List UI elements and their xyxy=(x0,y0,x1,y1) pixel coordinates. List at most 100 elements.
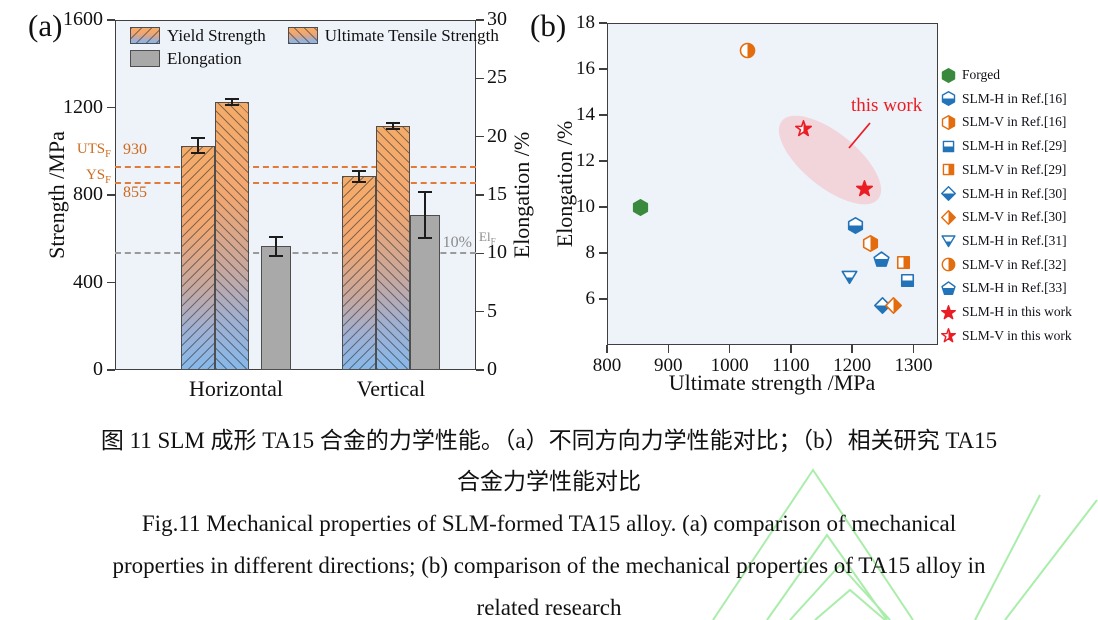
this-work-pointer-line xyxy=(848,122,871,149)
chart-b-y-axis-label: Elongation /% xyxy=(552,120,577,248)
scatter-point-slm-h-in-ref-16- xyxy=(847,216,864,234)
chart-b-y-tick-label: 6 xyxy=(585,288,596,309)
ysf-label: YSF xyxy=(85,167,111,186)
scatter-point-slm-v-in-ref-32- xyxy=(739,42,756,59)
chart-a-right-tick xyxy=(476,194,484,196)
chart-b-y-tick xyxy=(599,68,607,70)
chart-a-right-tick xyxy=(476,252,484,255)
bar-yield-strength xyxy=(181,145,215,370)
chart-a-reference-line xyxy=(115,252,476,255)
legend-item-5: SLM-H in Ref.[30] xyxy=(941,185,1067,203)
chart-a-category-label: Vertical xyxy=(356,376,426,401)
legend-marker-square-icon xyxy=(941,162,956,177)
scatter-point-slm-v-in-ref-16- xyxy=(862,235,879,253)
legend-marker-circle-icon xyxy=(941,257,956,272)
caption-zh-line2: 合金力学性能对比 xyxy=(457,469,641,494)
scatter-point-forged xyxy=(632,198,649,216)
bar-yield-strength xyxy=(342,176,376,370)
chart-b-y-tick-label: 14 xyxy=(576,104,595,125)
scatter-point-slm-v-in-ref-29- xyxy=(895,254,912,271)
chart-b-x-tick-label: 1100 xyxy=(772,355,810,376)
legend-label-elongation: Elongation xyxy=(167,49,242,68)
legend-item-10: SLM-H in this work xyxy=(941,303,1072,321)
error-bar-cap xyxy=(352,180,366,183)
legend-item-label: SLM-V in Ref.[29] xyxy=(962,161,1067,177)
chart-b-y-tick-label: 12 xyxy=(576,150,595,171)
error-bar-cap xyxy=(191,137,205,140)
chart-a-left-tick-label: 800 xyxy=(73,183,103,205)
legend-marker-square-icon xyxy=(941,139,956,154)
chart-b-y-tick xyxy=(599,206,607,208)
chart-b-x-tick-label: 900 xyxy=(654,355,683,376)
legend-item-8: SLM-V in Ref.[32] xyxy=(941,256,1066,274)
error-bar-cap xyxy=(352,169,366,172)
chart-a-right-tick-label: 15 xyxy=(487,183,507,205)
chart-a-right-tick-label: 10 xyxy=(487,241,507,264)
elf-label: ElF xyxy=(479,229,496,247)
chart-a-left-tick-label: 1200 xyxy=(63,95,103,118)
chart-a-left-tick-label: 400 xyxy=(73,270,103,293)
bar-ultimate-tensile-strength xyxy=(376,126,410,370)
legend-item-0: Forged xyxy=(941,66,1000,84)
scatter-point-slm-v-in-this-work xyxy=(794,120,812,137)
legend-label-yield-strength: Yield Strength xyxy=(167,26,266,45)
legend-marker-star-icon xyxy=(941,328,956,343)
chart-a-right-axis-label: Elongation /% xyxy=(509,131,534,259)
error-bar-cap xyxy=(418,237,432,240)
chart-b-x-tick-label: 800 xyxy=(592,355,622,376)
chart-b-y-tick-label: 16 xyxy=(576,58,595,79)
legend-marker-star-icon xyxy=(941,304,956,320)
legend-marker-diamond-icon xyxy=(941,186,956,201)
chart-a-right-tick xyxy=(476,310,484,313)
legend-item-4: SLM-V in Ref.[29] xyxy=(941,161,1066,179)
scatter-point-slm-h-in-ref-33- xyxy=(873,251,890,268)
legend-item-label: SLM-H in this work xyxy=(962,304,1072,319)
caption-en-line3: related research xyxy=(476,595,622,620)
chart-a-left-tick xyxy=(107,194,115,196)
chart-b-x-tick-label: 1000 xyxy=(710,355,749,376)
legend-item-label: SLM-H in Ref.[16] xyxy=(962,90,1067,106)
chart-b-x-tick-label: 1300 xyxy=(894,355,933,376)
legend-marker-triangle-down-icon xyxy=(941,233,956,248)
chart-a-reference-line xyxy=(115,181,476,184)
panel-b-tag: (b) xyxy=(530,8,567,43)
chart-b-x-tick-label: 1200 xyxy=(833,355,872,376)
scatter-point-slm-h-in-this-work xyxy=(855,180,873,197)
chart-a-left-axis-label: Strength /MPa xyxy=(44,131,69,259)
error-bar-line xyxy=(197,138,199,154)
chart-b-x-tick xyxy=(912,345,915,353)
ysf-value: 855 xyxy=(123,184,147,201)
chart-a-category-label: Horizontal xyxy=(188,376,284,401)
chart-a-right-tick-label: 25 xyxy=(487,66,507,89)
legend-item-3: SLM-H in Ref.[29] xyxy=(941,137,1067,155)
chart-b-x-tick xyxy=(790,345,792,353)
legend-marker-pentagon-icon xyxy=(941,281,956,296)
chart-a-right-tick xyxy=(476,369,484,371)
error-bar-line xyxy=(424,191,426,239)
error-bar-line xyxy=(231,98,233,106)
ten-percent-label: 10% xyxy=(442,234,472,251)
error-bar-cap xyxy=(225,104,239,107)
legend-item-1: SLM-H in Ref.[16] xyxy=(941,90,1067,108)
chart-a-left-tick xyxy=(107,19,115,21)
legend-marker-diamond-icon xyxy=(941,209,956,225)
chart-a-reference-line xyxy=(115,165,476,168)
chart-b-y-tick-label: 8 xyxy=(585,242,596,263)
legend-swatch-elongation xyxy=(130,50,160,67)
scatter-point-slm-h-in-ref-31- xyxy=(841,268,858,285)
error-bar-cap xyxy=(386,122,400,125)
error-bar-cap xyxy=(225,97,239,100)
chart-b-x-tick xyxy=(851,345,853,353)
chart-a-left-tick xyxy=(107,106,115,109)
caption-chinese: 图 11 SLM 成形 TA15 合金的力学性能。（a）不同方向力学性能对比；（… xyxy=(0,420,1098,502)
utsf-label: UTSF xyxy=(76,141,111,160)
error-bar-line xyxy=(358,170,360,182)
legend-item-label: SLM-H in Ref.[29] xyxy=(962,138,1067,154)
chart-a-right-tick-label: 5 xyxy=(487,299,497,322)
legend-swatch-yield-strength xyxy=(130,27,160,44)
caption-english: Fig.11 Mechanical properties of SLM-form… xyxy=(0,503,1098,620)
legend-item-label: SLM-V in Ref.[32] xyxy=(962,256,1067,272)
chart-b-y-tick xyxy=(599,22,607,24)
chart-b-x-axis-label: Ultimate strength /MPa xyxy=(668,370,876,395)
chart-a-right-tick xyxy=(476,77,484,80)
